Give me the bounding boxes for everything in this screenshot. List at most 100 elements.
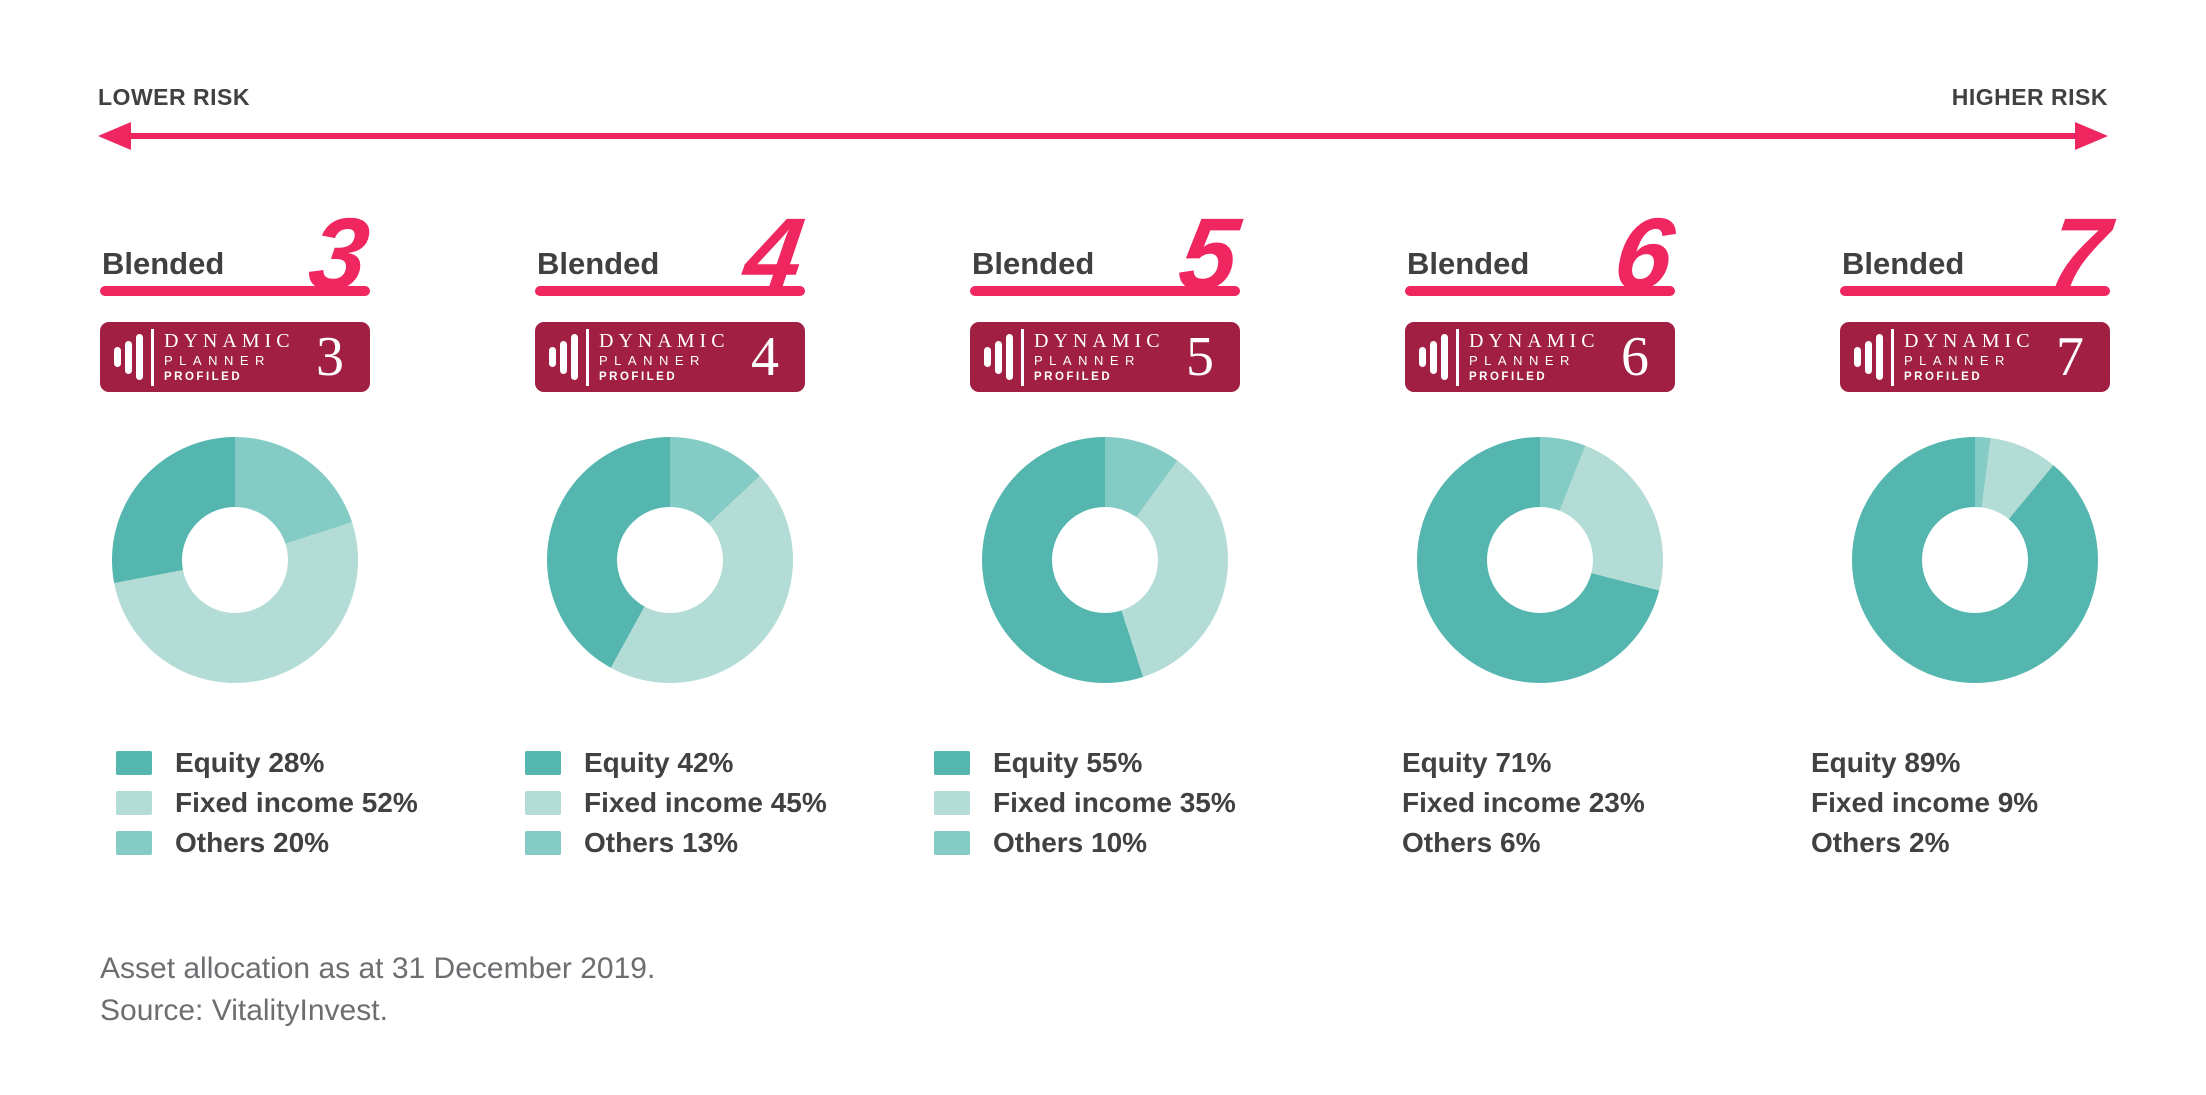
badge-wordmark: DYNAMIC PLANNER PROFILED	[599, 331, 730, 384]
legend-label: Equity 28%	[175, 747, 325, 778]
badge-brand-line3: PROFILED	[1034, 370, 1113, 383]
legend-row: Others 10%	[934, 827, 1236, 858]
badge-brand-line2: PLANNER	[164, 352, 271, 368]
legend-label: Others 20%	[175, 827, 330, 858]
legend-row: Others 13%	[525, 827, 827, 858]
legend-row: Fixed income 52%	[116, 787, 418, 818]
fund-legend: Equity 28% Fixed income 52% Others 20%	[116, 747, 418, 869]
equalizer-bars-icon	[549, 328, 589, 386]
lower-risk-label: LOWER RISK	[98, 84, 250, 110]
badge-brand-line3: PROFILED	[1469, 370, 1548, 383]
legend-row: Equity 28%	[116, 747, 418, 778]
equalizer-bars-icon	[984, 328, 1024, 386]
fund-name: Blended	[537, 246, 660, 281]
asset-allocation-donut-chart	[547, 437, 793, 683]
legend-row: Equity 55%	[934, 747, 1236, 778]
asset-allocation-donut-chart	[112, 437, 358, 683]
fund-header: Blended 3	[100, 195, 376, 311]
fund-underline	[1840, 286, 2110, 296]
asset-allocation-donut-chart	[982, 437, 1228, 683]
legend-label: Fixed income 9%	[1811, 787, 2039, 818]
legend-label: Others 2%	[1811, 827, 1950, 858]
dynamic-planner-badge: DYNAMIC PLANNER PROFILED 4	[535, 322, 805, 392]
legend-row: Fixed income 9%	[1811, 787, 2039, 818]
fund-name: Blended	[102, 246, 225, 281]
legend-swatch-others	[934, 831, 970, 855]
equalizer-bars-icon	[1854, 328, 1894, 386]
arrow-shaft	[120, 133, 2086, 139]
badge-brand-line2: PLANNER	[1904, 352, 2011, 368]
legend-row: Equity 71%	[1402, 747, 1645, 778]
legend-row: Equity 42%	[525, 747, 827, 778]
badge-brand-line2: PLANNER	[1034, 352, 1141, 368]
dynamic-planner-badge: DYNAMIC PLANNER PROFILED 7	[1840, 322, 2110, 392]
badge-risk-number: 5	[1186, 326, 1214, 388]
legend-label: Fixed income 45%	[584, 787, 827, 818]
risk-scale-labels: LOWER RISK HIGHER RISK	[98, 0, 2108, 111]
legend-swatch-fixed_income	[116, 791, 152, 815]
fund-column: Blended 6 DYNAMIC PLANNER PROFILED 6	[1405, 195, 1681, 683]
legend-swatch-fixed_income	[525, 791, 561, 815]
legend-label: Equity 55%	[993, 747, 1143, 778]
badge-risk-number: 7	[2056, 326, 2084, 388]
fund-legend: Equity 71% Fixed income 23% Others 6%	[1402, 747, 1645, 869]
badge-wordmark: DYNAMIC PLANNER PROFILED	[164, 331, 295, 384]
badge-risk-number: 3	[316, 326, 344, 388]
badge-brand-line1: DYNAMIC	[1034, 329, 1165, 352]
legend-row: Others 2%	[1811, 827, 2038, 858]
legend-swatch-equity	[116, 751, 152, 775]
fund-underline	[1405, 286, 1675, 296]
badge-brand-line1: DYNAMIC	[1904, 329, 2035, 352]
fund-number: 3	[303, 197, 376, 312]
risk-spectrum-arrow	[98, 122, 2108, 150]
legend-row: Fixed income 23%	[1402, 787, 1645, 818]
legend-swatch-equity	[525, 751, 561, 775]
equalizer-bars-icon	[1419, 328, 1459, 386]
badge-brand-line3: PROFILED	[164, 370, 243, 383]
legend-swatch-equity	[934, 751, 970, 775]
fund-header: Blended 4	[535, 195, 811, 311]
fund-number: 7	[2043, 197, 2116, 312]
badge-wordmark: DYNAMIC PLANNER PROFILED	[1904, 331, 2035, 384]
legend-row: Equity 89%	[1811, 747, 2038, 778]
badge-brand-line2: PLANNER	[1469, 352, 1576, 368]
legend-label: Fixed income 23%	[1402, 787, 1645, 818]
badge-wordmark: DYNAMIC PLANNER PROFILED	[1034, 331, 1165, 384]
fund-name: Blended	[1407, 246, 1530, 281]
fund-number: 4	[738, 197, 811, 312]
legend-row: Others 6%	[1402, 827, 1645, 858]
legend-row: Fixed income 35%	[934, 787, 1236, 818]
arrow-right-icon	[2075, 122, 2108, 150]
badge-risk-number: 6	[1621, 326, 1649, 388]
footnote-line-1: Asset allocation as at 31 December 2019.	[100, 952, 656, 985]
fund-legend: Equity 55% Fixed income 35% Others 10%	[934, 747, 1236, 869]
fund-column: Blended 7 DYNAMIC PLANNER PROFILED 7	[1840, 195, 2116, 683]
footnote: Asset allocation as at 31 December 2019.…	[100, 948, 655, 1032]
legend-swatch-others	[525, 831, 561, 855]
legend-swatch-others	[116, 831, 152, 855]
badge-brand-line3: PROFILED	[599, 370, 678, 383]
legend-swatch-fixed_income	[934, 791, 970, 815]
legend-label: Equity 71%	[1402, 747, 1552, 778]
fund-column: Blended 4 DYNAMIC PLANNER PROFILED 4	[535, 195, 811, 683]
fund-column: Blended 5 DYNAMIC PLANNER PROFILED 5	[970, 195, 1246, 683]
fund-underline	[535, 286, 805, 296]
asset-allocation-donut-chart	[1852, 437, 2098, 683]
badge-brand-line1: DYNAMIC	[164, 329, 295, 352]
fund-header: Blended 5	[970, 195, 1246, 311]
fund-number: 6	[1608, 197, 1681, 312]
fund-columns: Blended 3 DYNAMIC PLANNER PROFILED 3 Ble…	[100, 195, 2206, 683]
fund-legend: Equity 42% Fixed income 45% Others 13%	[525, 747, 827, 869]
legend-label: Equity 42%	[584, 747, 734, 778]
badge-wordmark: DYNAMIC PLANNER PROFILED	[1469, 331, 1600, 384]
fund-underline	[970, 286, 1240, 296]
higher-risk-label: HIGHER RISK	[1951, 84, 2108, 110]
legend-label: Fixed income 35%	[993, 787, 1236, 818]
badge-brand-line1: DYNAMIC	[599, 329, 730, 352]
fund-number: 5	[1173, 197, 1246, 312]
dynamic-planner-badge: DYNAMIC PLANNER PROFILED 5	[970, 322, 1240, 392]
legend-label: Others 6%	[1402, 827, 1541, 858]
badge-brand-line3: PROFILED	[1904, 370, 1983, 383]
legend-label: Fixed income 52%	[175, 787, 418, 818]
